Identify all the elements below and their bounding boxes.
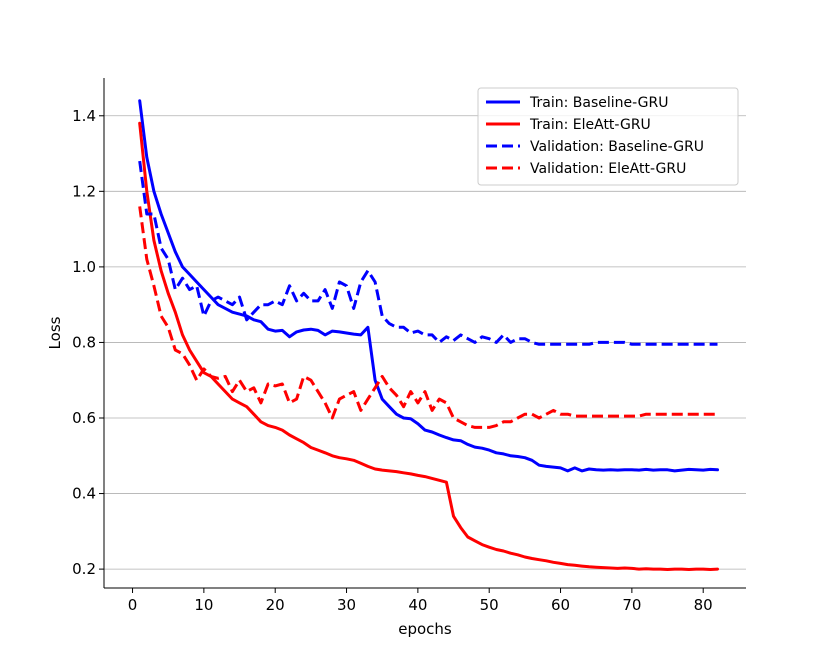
x-ticks: 0 10 20 30 40 50 60 70 80 [128, 588, 713, 614]
series-line-1 [138, 121, 719, 571]
legend-label-3: Validation: EleAtt-GRU [530, 161, 686, 177]
x-tick-label: 80 [694, 596, 713, 614]
x-tick-label: 30 [337, 596, 356, 614]
legend-label-2: Validation: Baseline-GRU [530, 139, 704, 155]
legend-frame [477, 87, 739, 186]
y-tick-label: 0.6 [72, 409, 96, 427]
y-tick-label: 1.4 [72, 107, 96, 125]
y-tick-label: 1.2 [72, 182, 96, 200]
x-tick-label: 0 [128, 596, 138, 614]
legend-label-1: Train: EleAtt-GRU [529, 117, 651, 133]
y-axis-label: Loss [46, 316, 64, 349]
x-tick-label: 50 [480, 596, 499, 614]
x-tick-label: 40 [408, 596, 427, 614]
y-tick-label: 0.8 [72, 333, 96, 351]
axes [103, 78, 746, 589]
x-axis-label: epochs [398, 620, 452, 638]
y-tick-label: 0.4 [72, 485, 96, 503]
legend-label-0: Train: Baseline-GRU [529, 95, 669, 111]
legend: Train: Baseline-GRU Train: EleAtt-GRU Vali… [477, 87, 739, 186]
y-tick-label: 1.0 [72, 258, 96, 276]
series-line-0 [138, 99, 719, 473]
series-lines [138, 99, 719, 571]
x-tick-label: 20 [266, 596, 285, 614]
series-line-3 [138, 206, 718, 429]
y-tick-label: 0.2 [72, 560, 96, 578]
series-line-2 [138, 160, 718, 346]
x-tick-label: 60 [551, 596, 570, 614]
y-ticks: 0.2 0.4 0.6 0.8 1.0 1.2 1.4 [72, 107, 104, 578]
x-tick-label: 10 [194, 596, 213, 614]
x-tick-label: 70 [622, 596, 641, 614]
